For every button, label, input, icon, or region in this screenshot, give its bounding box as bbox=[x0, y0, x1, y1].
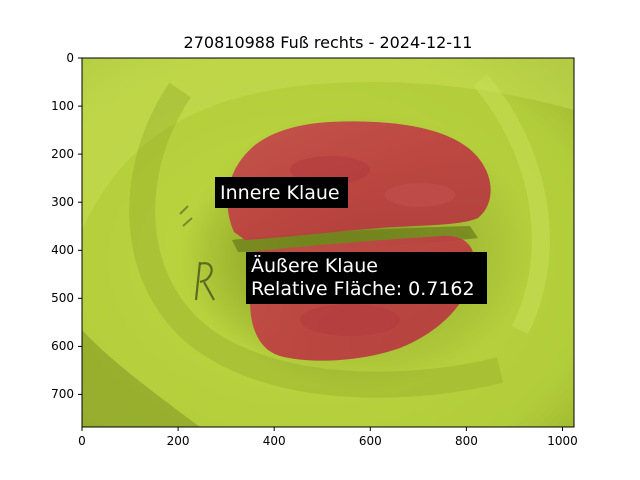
inner-claw-mask bbox=[227, 121, 491, 240]
photo-corner-shadow bbox=[82, 330, 200, 427]
photo-fold-2 bbox=[473, 74, 550, 335]
inner-claw-label-box: Innere Klaue bbox=[215, 177, 348, 208]
x-tick-label: 400 bbox=[263, 434, 286, 448]
x-tick-label: 1000 bbox=[547, 434, 578, 448]
y-tick-label: 0 bbox=[66, 51, 74, 65]
relative-area-label: Relative Fläche: 0.7162 bbox=[251, 278, 475, 300]
plot-title: 270810988 Fuß rechts - 2024-12-11 bbox=[183, 33, 473, 52]
x-tick-label: 200 bbox=[167, 434, 190, 448]
y-tick-label: 400 bbox=[51, 243, 74, 257]
handwritten-mark bbox=[194, 261, 215, 301]
x-tick-label: 600 bbox=[359, 434, 382, 448]
y-axis: 0 100 200 300 400 500 600 700 bbox=[51, 51, 82, 401]
x-axis: 0 200 400 600 800 1000 bbox=[78, 427, 578, 448]
x-tick-label: 800 bbox=[455, 434, 478, 448]
photo-sheen bbox=[82, 58, 574, 230]
outer-claw-label-box: Äußere Klaue Relative Fläche: 0.7162 bbox=[246, 252, 487, 304]
outer-claw-label: Äußere Klaue bbox=[251, 254, 378, 277]
y-tick-label: 300 bbox=[51, 195, 74, 209]
photo bbox=[82, 58, 574, 427]
y-tick-label: 600 bbox=[51, 339, 74, 353]
y-tick-label: 200 bbox=[51, 147, 74, 161]
axes-frame bbox=[81, 57, 575, 428]
claw-gap bbox=[232, 226, 478, 252]
x-tick-label: 0 bbox=[78, 434, 86, 448]
y-tick-label: 500 bbox=[51, 291, 74, 305]
y-tick-label: 700 bbox=[51, 387, 74, 401]
inner-claw-label: Innere Klaue bbox=[220, 182, 340, 204]
y-tick-label: 100 bbox=[51, 99, 74, 113]
